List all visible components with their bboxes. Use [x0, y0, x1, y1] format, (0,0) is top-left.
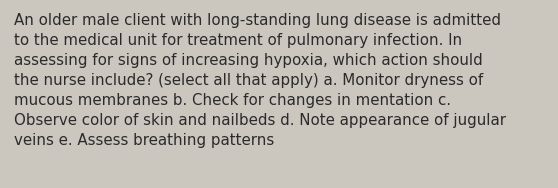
Text: An older male client with long-standing lung disease is admitted
to the medical : An older male client with long-standing …: [14, 13, 506, 148]
